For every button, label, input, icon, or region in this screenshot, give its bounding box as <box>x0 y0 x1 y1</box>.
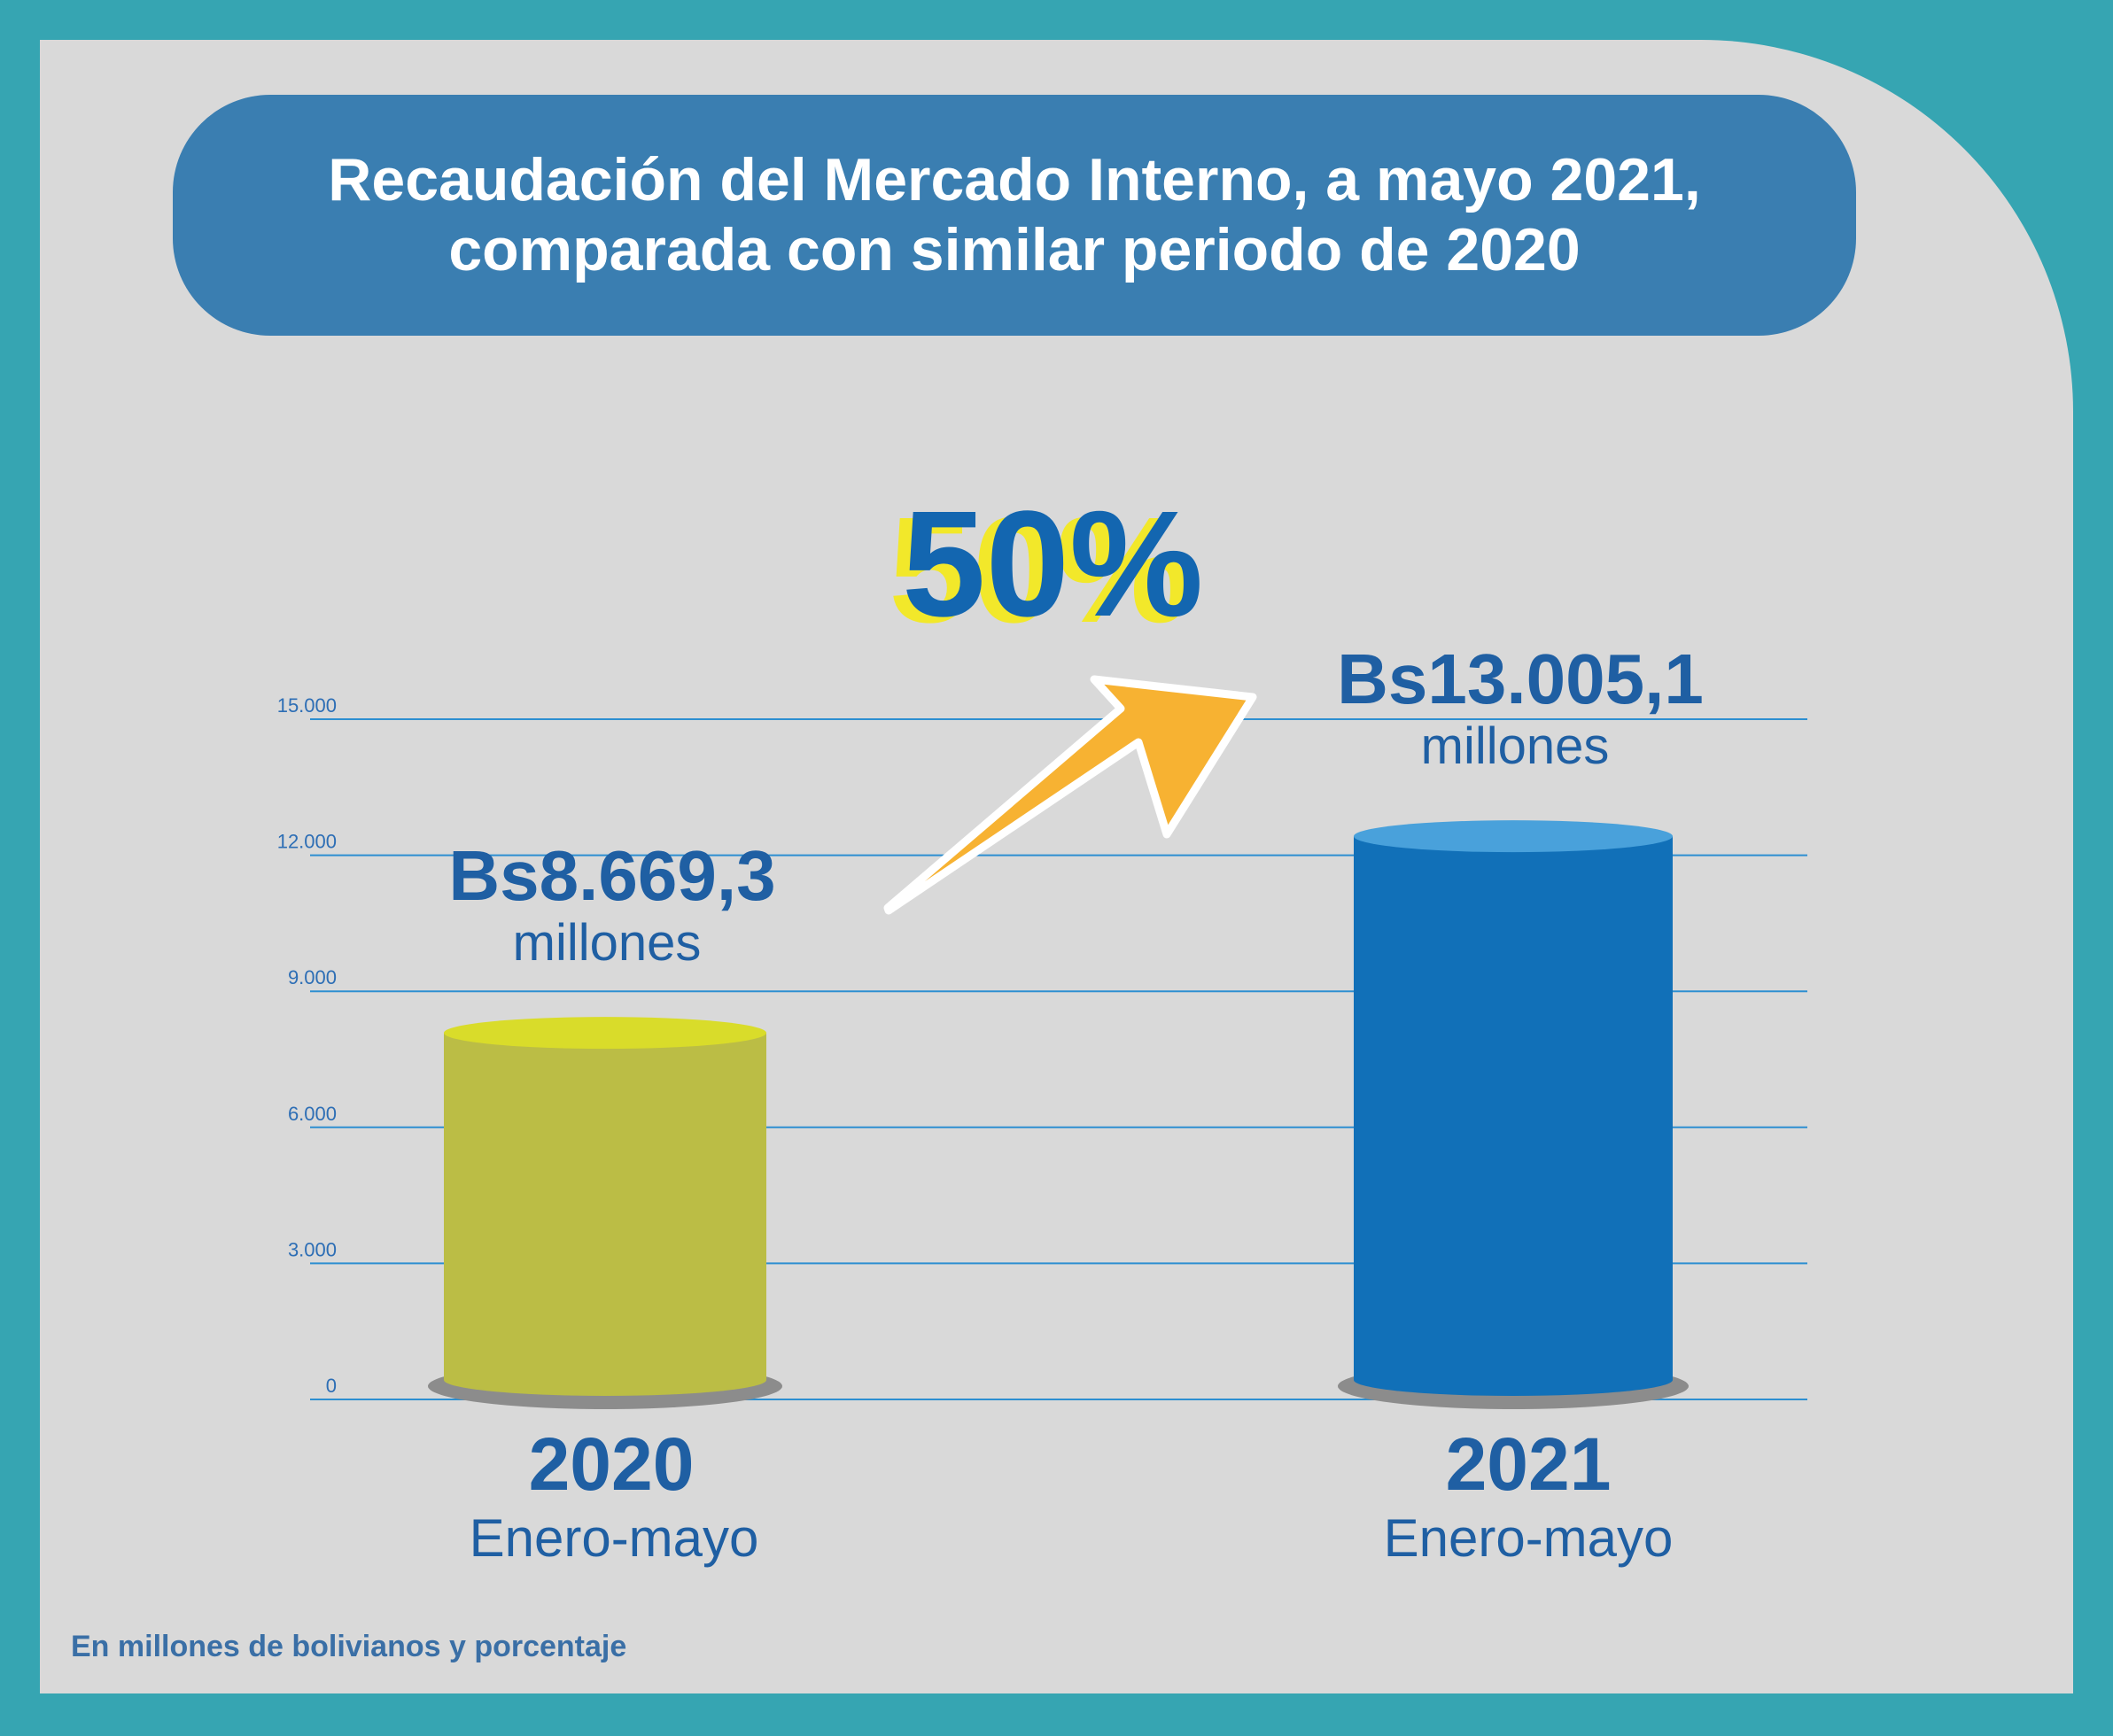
value-label: Bs13.005,1 <box>1337 639 1704 718</box>
category-sublabel: Enero-mayo <box>470 1508 759 1568</box>
growth-arrow <box>883 675 1257 915</box>
y-tick-label: 9.000 <box>288 966 337 988</box>
label-layer: Bs8.669,3millones2020Enero-mayoBs13.005,… <box>448 639 1703 1568</box>
bar-top <box>1354 820 1673 853</box>
y-tick-label: 3.000 <box>288 1238 337 1260</box>
bar <box>1354 836 1673 1396</box>
y-tick-label: 12.000 <box>277 831 337 853</box>
value-label: Bs8.669,3 <box>448 836 775 915</box>
growth-badge-shadow: 50% <box>889 486 1190 655</box>
category-sublabel: Enero-mayo <box>1384 1508 1674 1568</box>
title-line-2: comparada con similar periodo de 2020 <box>448 216 1581 283</box>
category-label: 2020 <box>529 1422 695 1506</box>
value-unit: millones <box>1421 717 1610 775</box>
footnote: En millones de bolivianos y porcentaje <box>71 1630 627 1663</box>
y-tick-label: 0 <box>326 1375 337 1397</box>
title-line-1: Recaudación del Mercado Interno, a mayo … <box>328 146 1701 214</box>
bar <box>444 1033 766 1396</box>
y-tick-label: 6.000 <box>288 1103 337 1125</box>
bar-top <box>444 1017 766 1050</box>
y-tick-label: 15.000 <box>277 694 337 717</box>
bar-layer <box>428 820 1689 1409</box>
category-label: 2021 <box>1446 1422 1612 1506</box>
value-unit: millones <box>513 914 702 972</box>
growth-badge: 50% <box>902 480 1203 648</box>
title-box: Recaudación del Mercado Interno, a mayo … <box>173 95 1856 336</box>
